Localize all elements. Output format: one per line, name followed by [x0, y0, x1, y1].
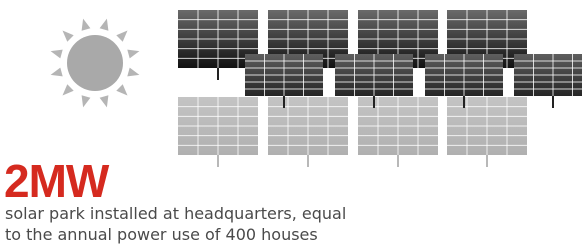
sun-ray	[63, 31, 74, 42]
caption-line: to the annual power use of 400 houses	[5, 225, 318, 245]
sun-ray	[51, 68, 63, 77]
sun-ray	[51, 50, 63, 59]
headline: 2MW	[4, 158, 108, 204]
sun-ray	[127, 50, 139, 59]
sun	[67, 35, 123, 91]
sun-ray	[63, 84, 74, 95]
sun-ray	[100, 95, 109, 107]
sun-ray	[116, 84, 127, 95]
sun-ray	[82, 95, 91, 107]
sun-ray	[100, 19, 109, 31]
sun-ray	[116, 31, 127, 42]
caption-line: solar park installed at headquarters, eq…	[5, 204, 346, 224]
sun-ray	[127, 68, 139, 77]
sun-ray	[82, 19, 91, 31]
infographic: {"headline": "2MW", "caption": ["solar p…	[0, 0, 582, 249]
